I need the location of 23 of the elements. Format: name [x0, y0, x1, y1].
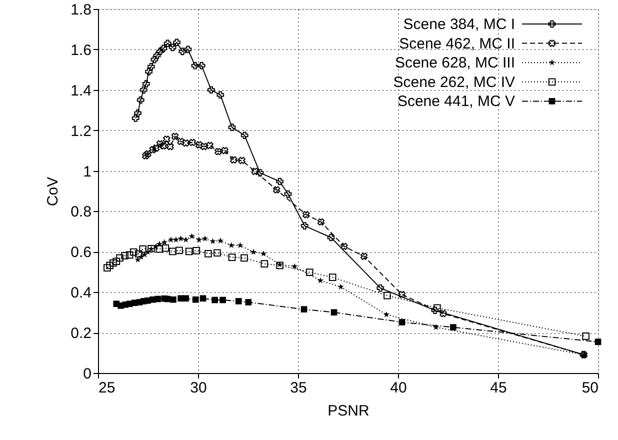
legend-label: Scene 384, MC I: [403, 16, 515, 33]
x-tick-label: 45: [490, 380, 507, 396]
y-tick-label: 1: [83, 163, 92, 180]
y-tick-label: 1.4: [70, 82, 92, 100]
legend-label: Scene 441, MC V: [397, 93, 515, 110]
x-tick-label: 40: [390, 380, 407, 396]
x-tick-label: 35: [290, 380, 307, 396]
y-tick-label: 0.2: [70, 325, 92, 342]
legend-label: Scene 462, MC II: [399, 35, 515, 52]
y-tick-label: 0.8: [70, 204, 92, 221]
legend-label: Scene 262, MC IV: [393, 74, 515, 91]
x-tick-label: 25: [98, 380, 116, 396]
y-tick-label: 1.8: [70, 2, 92, 18]
y-tick-label: 0.4: [70, 284, 92, 302]
y-axis-title: CoV: [44, 176, 62, 206]
y-tick-label: 1.6: [70, 42, 92, 59]
y-tick-label: 1.2: [70, 122, 92, 140]
legend-label: Scene 628, MC III: [394, 54, 515, 72]
y-tick-label: 0: [83, 366, 92, 382]
y-tick-label: 0.6: [70, 244, 92, 262]
x-tick-label: 50: [582, 380, 598, 396]
x-axis-title: PSNR: [328, 402, 370, 420]
x-tick-label: 30: [190, 380, 207, 396]
